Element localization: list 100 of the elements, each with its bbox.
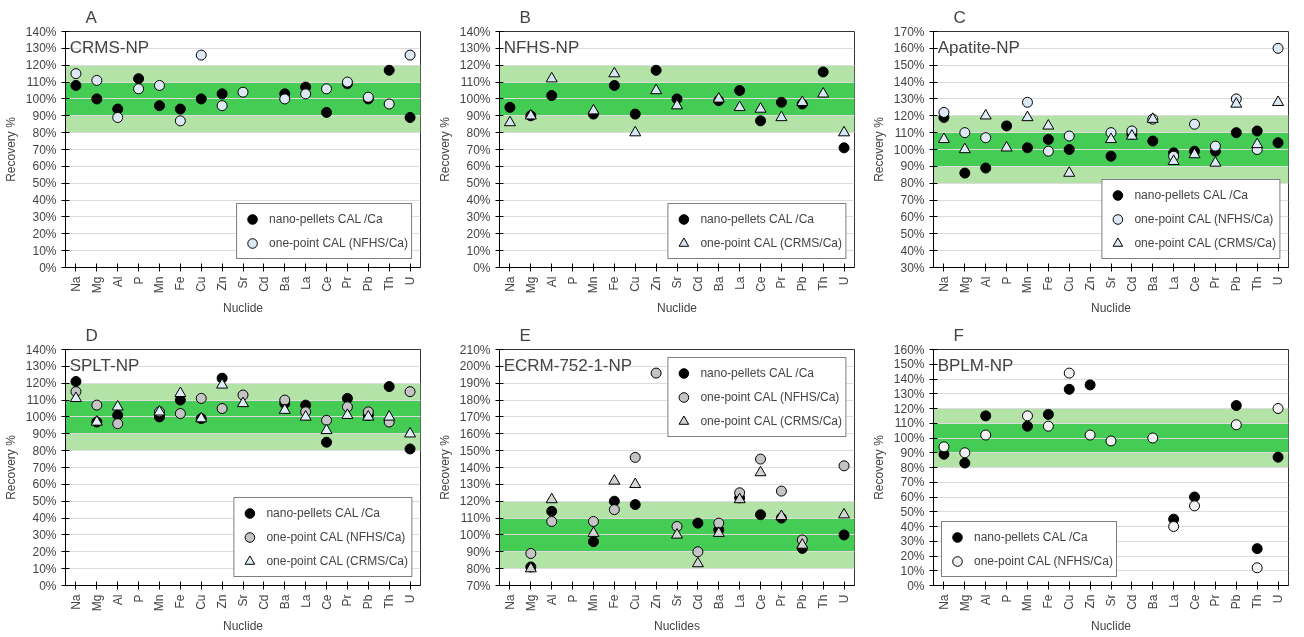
- x-axis-title: Nuclide: [1090, 301, 1132, 316]
- y-tick-label: 20%: [32, 544, 57, 559]
- x-tick-label: U: [837, 594, 852, 604]
- y-tick-label: 30%: [900, 534, 925, 549]
- x-tick-label: Ba: [277, 594, 292, 610]
- annotation: NFHS-NP: [503, 37, 580, 57]
- y-tick-label: 140%: [893, 75, 925, 90]
- y-tick-label: 140%: [25, 24, 57, 39]
- y-tick-label: 60%: [32, 159, 57, 174]
- y-tick-label: 130%: [893, 386, 925, 401]
- y-tick-label: 140%: [25, 342, 57, 357]
- x-tick-label: Mg: [89, 594, 104, 612]
- legend-label: nano-pellets CAL /Ca: [269, 211, 383, 228]
- x-tick-label: Th: [382, 276, 397, 291]
- x-tick-label: Fe: [607, 594, 622, 609]
- x-axis-title: Nuclide: [1090, 619, 1132, 634]
- y-tick-label: 100%: [25, 409, 57, 424]
- y-tick-label: 80%: [466, 561, 491, 576]
- x-tick-label: Sr: [1104, 594, 1118, 607]
- x-tick-label: Zn: [649, 276, 664, 291]
- y-tick-label: 110%: [894, 125, 925, 140]
- x-tick-label: Mn: [1020, 276, 1035, 294]
- x-tick-label: Mg: [89, 276, 104, 294]
- x-tick-label: Th: [1250, 276, 1265, 291]
- legend-label: one-point CAL (NFHS/Ca): [269, 235, 408, 252]
- x-tick-label: Pr: [340, 276, 355, 289]
- legend-label: nano-pellets CAL /Ca: [700, 365, 815, 382]
- x-tick-label: Ba: [1145, 594, 1160, 610]
- x-tick-label: Al: [110, 276, 125, 288]
- y-axis-title: Recovery %: [3, 434, 18, 500]
- x-tick-label: Th: [816, 276, 831, 291]
- y-tick-label: 0%: [39, 260, 57, 275]
- x-tick-label: Al: [978, 276, 993, 288]
- x-tick-label: Pr: [1208, 594, 1223, 607]
- y-tick-label: 150%: [459, 443, 491, 458]
- y-tick-label: 200%: [459, 359, 491, 374]
- y-tick-label: 80%: [900, 176, 925, 191]
- y-axis-title: Recovery %: [437, 116, 452, 182]
- x-tick-label: Ce: [753, 594, 768, 610]
- x-tick-label: Mg: [523, 276, 538, 294]
- y-tick-label: 170%: [459, 409, 491, 424]
- y-tick-label: 30%: [32, 527, 57, 542]
- x-tick-label: Ce: [319, 594, 334, 610]
- legend-label: nano-pellets CAL /Ca: [700, 211, 815, 228]
- x-tick-label: La: [1166, 276, 1181, 290]
- chart-title: B: [519, 7, 531, 27]
- annotation: ECRM-752-1-NP: [503, 355, 633, 375]
- x-tick-label: Cu: [1062, 594, 1077, 610]
- x-tick-label: Cd: [256, 594, 271, 610]
- y-tick-label: 0%: [907, 578, 925, 593]
- y-axis-title: Recovery %: [3, 116, 18, 182]
- x-tick-label: Zn: [215, 276, 230, 291]
- x-tick-label: Ba: [1145, 276, 1160, 292]
- x-tick-label: Th: [382, 594, 397, 609]
- legend-label: one-point CAL (NFHS/Ca): [700, 389, 840, 406]
- chart-title: F: [953, 325, 964, 345]
- x-tick-label: Mn: [152, 276, 167, 294]
- x-tick-label: Pb: [361, 276, 376, 292]
- y-tick-label: 120%: [893, 401, 925, 416]
- x-tick-label: Zn: [1083, 594, 1098, 609]
- x-tick-label: Fe: [1041, 276, 1056, 291]
- x-tick-label: P: [131, 276, 146, 285]
- y-axis-title: Recovery %: [871, 434, 886, 500]
- annotation: Apatite-NP: [937, 37, 1020, 57]
- y-tick-label: 50%: [900, 226, 925, 241]
- chart-title: A: [85, 7, 98, 27]
- x-tick-label: Fe: [173, 276, 188, 291]
- y-tick-label: 70%: [466, 578, 491, 593]
- y-tick-label: 80%: [32, 443, 57, 458]
- y-tick-label: 130%: [459, 477, 491, 492]
- x-tick-label: U: [1271, 594, 1286, 604]
- x-tick-label: Cu: [628, 594, 643, 610]
- legend-label: nano-pellets CAL /Ca: [266, 505, 381, 522]
- annotation: SPLT-NP: [69, 355, 140, 375]
- legend-label: one-point CAL (CRMS/Ca): [266, 553, 408, 570]
- y-tick-label: 120%: [25, 58, 57, 73]
- y-tick-label: 140%: [459, 460, 491, 475]
- y-tick-label: 110%: [460, 511, 491, 526]
- y-tick-label: 40%: [466, 193, 491, 208]
- y-tick-label: 50%: [32, 494, 57, 509]
- y-tick-label: 40%: [900, 243, 925, 258]
- x-tick-label: Pr: [774, 594, 789, 607]
- y-tick-label: 150%: [893, 357, 925, 372]
- y-tick-label: 80%: [466, 125, 491, 140]
- annotation: BPLM-NP: [937, 355, 1014, 375]
- y-axis-title: Recovery %: [437, 434, 452, 500]
- x-tick-label: Cu: [1062, 276, 1077, 292]
- y-tick-label: 30%: [32, 209, 57, 224]
- y-tick-label: 130%: [893, 91, 925, 106]
- x-tick-label: Ba: [711, 276, 726, 292]
- y-tick-label: 160%: [459, 426, 491, 441]
- x-tick-label: Ba: [711, 594, 726, 610]
- x-tick-label: Pr: [340, 594, 355, 607]
- y-tick-label: 120%: [459, 494, 491, 509]
- annotation: CRMS-NP: [69, 37, 150, 57]
- y-tick-label: 140%: [893, 372, 925, 386]
- y-tick-label: 100%: [893, 431, 925, 445]
- y-tick-label: 70%: [32, 460, 57, 475]
- x-tick-label: Na: [502, 276, 517, 292]
- x-tick-label: Mn: [586, 594, 601, 612]
